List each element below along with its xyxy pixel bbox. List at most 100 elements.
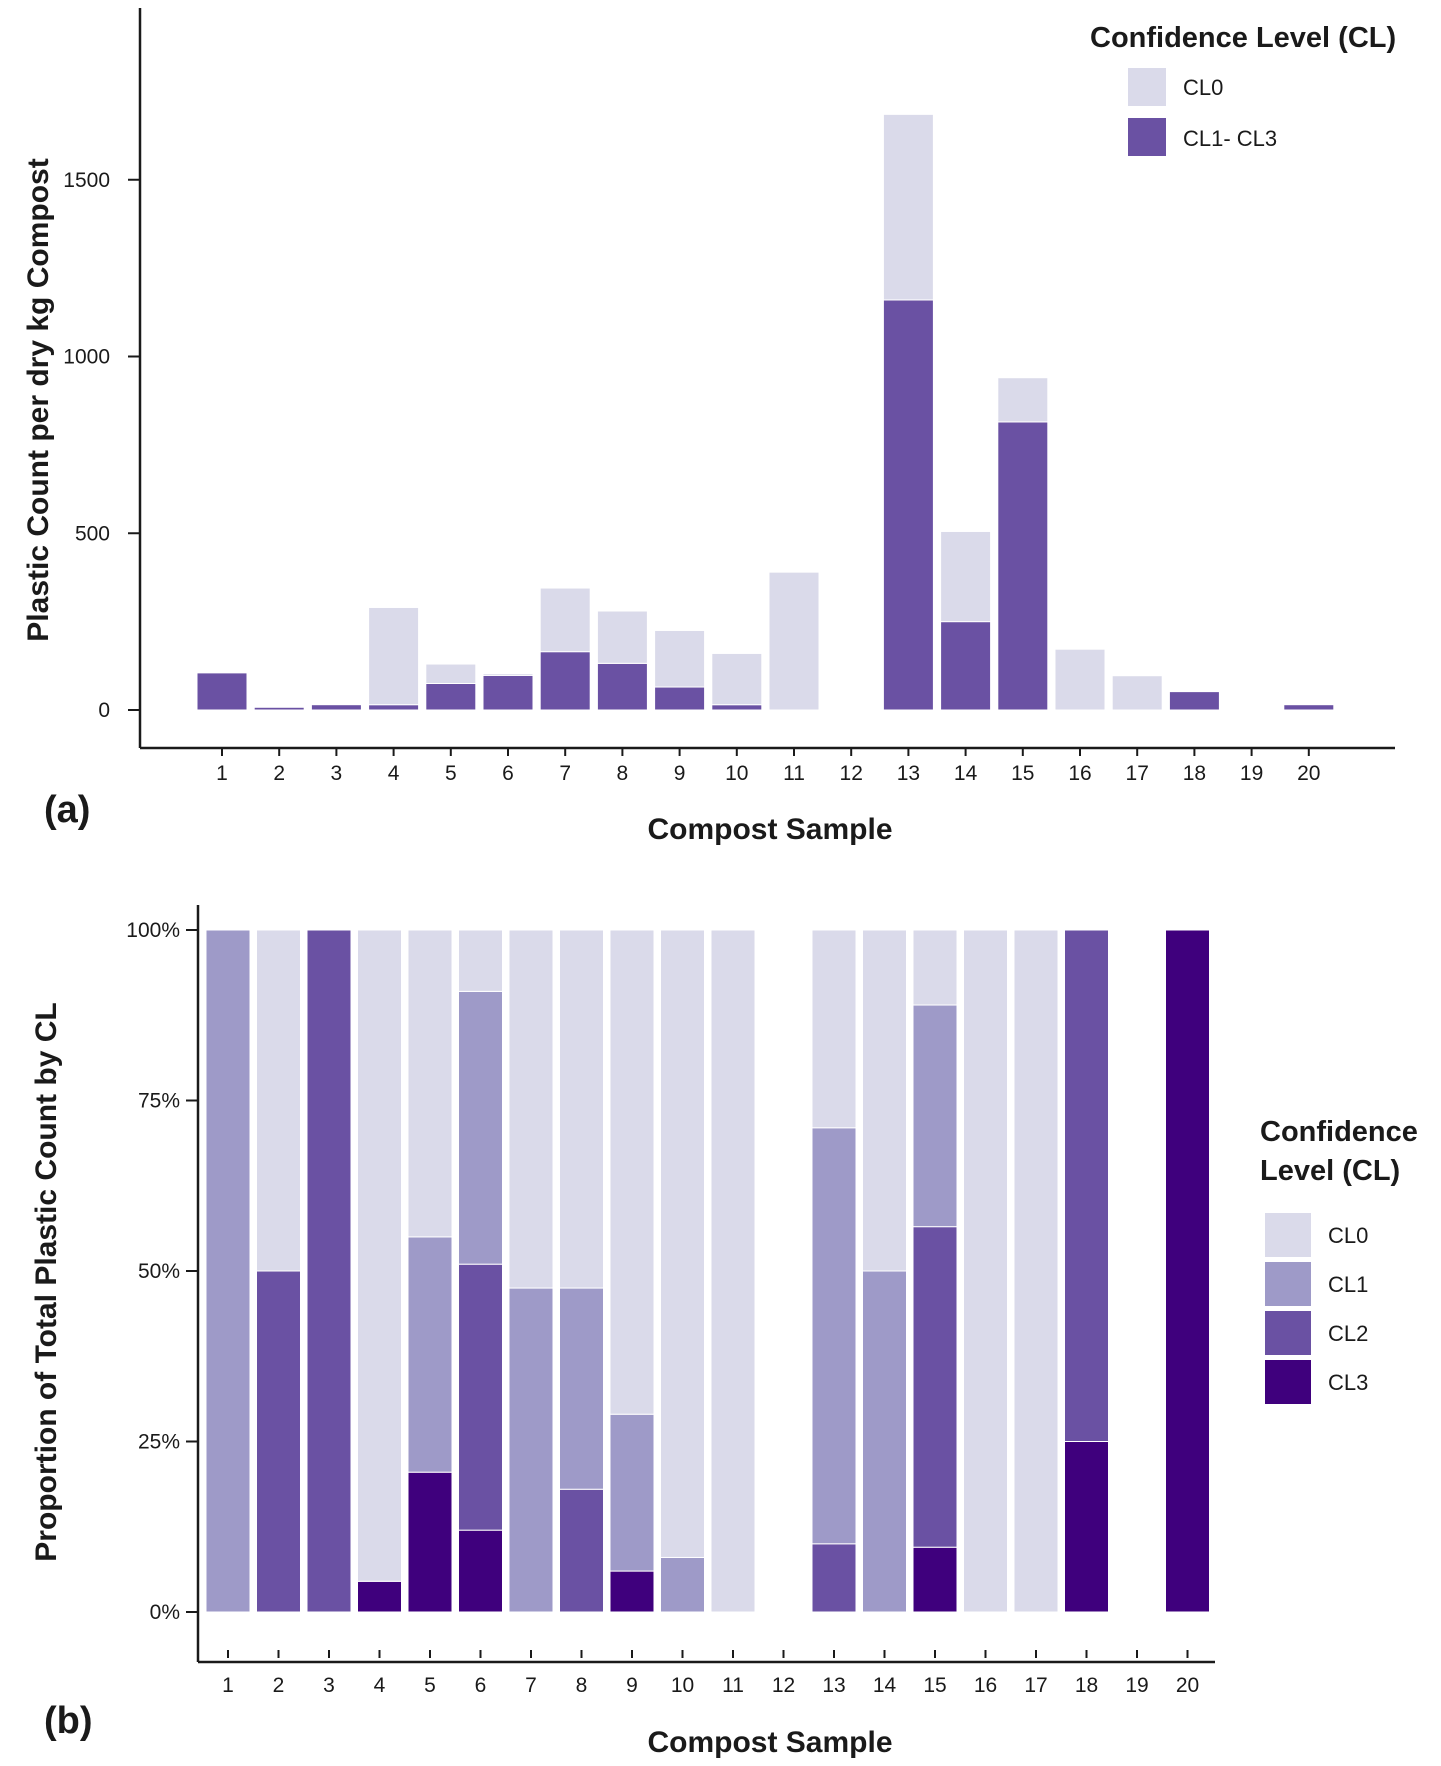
panel-b-bar-sample-8-cl2: [559, 1488, 604, 1613]
panel-b-bar-sample-5-cl0: [407, 929, 453, 1238]
panel-a-x-ticks: 1 2 3 4 5 6 7 8 9 10 11 12 13 14 15 16 17 18 19 20: [216, 748, 1320, 785]
panel-b-x-tick-label: 11: [722, 1674, 744, 1697]
panel-b-bar-sample-5-cl1: [407, 1236, 453, 1473]
panel-b-x-tick-label: 15: [923, 1674, 946, 1697]
panel-b-bar-sample-4-cl3: [357, 1580, 402, 1613]
panel-b-legend: Confidence Level (CL) CL0 CL1 CL2 CL3: [1260, 1116, 1418, 1404]
panel-a-bar-sample-17-cl0: [1111, 675, 1163, 711]
panel-a-bar-sample-5-cl1-cl3: [425, 682, 477, 711]
panel-a-bar-sample-13-cl0: [882, 113, 934, 301]
panel-b-bar-sample-2-cl2: [256, 1270, 301, 1613]
panel-b-legend-swatch-cl1: [1265, 1262, 1311, 1306]
panel-a-bar-sample-4-cl1-cl3: [368, 704, 420, 711]
panel-b-x-tick-label: 19: [1125, 1674, 1148, 1697]
panel-b-bar-sample-18-cl2: [1064, 929, 1109, 1442]
panel-a-bar-sample-14-cl0: [940, 530, 992, 623]
panel-a-x-tick-label: 7: [559, 762, 571, 785]
panel-a-y-ticks: 0 500 1000 1500: [63, 169, 140, 722]
panel-b-bar-sample-10-cl1: [660, 1556, 705, 1613]
panel-b-y-tick-label: 25%: [138, 1431, 180, 1454]
panel-a-bar-sample-15-cl0: [997, 377, 1049, 423]
panel-a-x-tick-label: 12: [840, 762, 863, 785]
panel-a-x-tick-label: 4: [388, 762, 400, 785]
panel-b-bar-sample-2-cl0: [256, 929, 301, 1272]
panel-b-bar-sample-15-cl1: [912, 1004, 958, 1228]
panel-b-x-tick-label: 2: [273, 1674, 285, 1697]
panel-a-bar-sample-6-cl1-cl3: [482, 674, 534, 711]
panel-a-x-tick-label: 10: [725, 762, 748, 785]
panel-a-legend: Confidence Level (CL) CL0 CL1- CL3: [1090, 22, 1396, 156]
panel-b-bar-sample-10-cl0: [660, 929, 705, 1558]
panel-b: 0%25%50%75%100% 1 2 3 4 5 6 7 8 9 10 11 12 13 14 15 16 1…: [30, 905, 1418, 1759]
panel-b-bar-sample-6-cl3: [458, 1529, 503, 1613]
panel-b-x-tick-label: 7: [525, 1674, 537, 1697]
panel-a-legend-label-cl0: CL0: [1183, 75, 1223, 100]
panel-a-bar-sample-11-cl0: [768, 571, 820, 711]
panel-b-x-tick-label: 12: [772, 1674, 795, 1697]
panel-b-legend-title-line-1: Confidence: [1260, 1116, 1418, 1148]
panel-b-legend-swatch-cl3: [1265, 1360, 1311, 1404]
panel-a-x-tick-label: 2: [273, 762, 285, 785]
panel-b-bar-sample-9-cl3: [609, 1570, 655, 1613]
panel-a-x-tick-label: 1: [216, 762, 228, 785]
panel-a-bar-sample-4-cl0: [368, 606, 420, 706]
panel-b-legend-label-cl2: CL2: [1328, 1321, 1368, 1346]
panel-a-x-tick-label: 11: [783, 762, 805, 785]
panel-b-legend-swatch-cl2: [1265, 1311, 1311, 1355]
panel-b-x-tick-label: 6: [475, 1674, 487, 1697]
panel-b-x-tick-label: 5: [424, 1674, 436, 1697]
panel-b-x-tick-label: 4: [374, 1674, 386, 1697]
panel-a-x-tick-label: 15: [1011, 762, 1034, 785]
panel-b-bar-sample-7-cl0: [508, 929, 554, 1289]
panel-a-y-axis-title: Plastic Count per dry kg Compost: [22, 158, 55, 641]
panel-a-bar-sample-6-cl0: [482, 673, 534, 676]
panel-b-x-tick-label: 18: [1075, 1674, 1098, 1697]
panel-b-bar-sample-14-cl0: [862, 929, 907, 1272]
panel-b-y-axis-title: Proportion of Total Plastic Count by CL: [30, 1002, 63, 1561]
panel-a-bar-sample-3-cl1-cl3: [310, 704, 362, 711]
panel-b-bar-sample-7-cl1: [508, 1287, 554, 1613]
panel-a-bar-sample-9-cl1-cl3: [654, 686, 706, 711]
panel-a-bar-sample-8-cl1-cl3: [596, 662, 648, 711]
panel-b-label: (b): [44, 1700, 93, 1742]
panel-b-x-tick-label: 13: [822, 1674, 845, 1697]
panel-b-bar-sample-20-cl3: [1165, 929, 1210, 1613]
panel-a-bar-sample-10-cl0: [711, 652, 763, 706]
panel-b-legend-label-cl1: CL1: [1328, 1272, 1368, 1297]
panel-b-bar-sample-8-cl0: [559, 929, 604, 1289]
panel-a-y-tick-label: 0: [98, 699, 110, 722]
panel-a-x-tick-label: 19: [1240, 762, 1263, 785]
panel-b-bar-sample-16-cl0: [963, 929, 1008, 1613]
panel-b-y-tick-label: 0%: [150, 1601, 180, 1624]
panel-a-bar-sample-7-cl1-cl3: [539, 651, 591, 711]
panel-a-x-axis-title: Compost Sample: [647, 813, 892, 846]
panel-b-legend-swatch-cl0: [1265, 1213, 1311, 1257]
panel-a-y-tick-label: 1500: [63, 169, 110, 192]
panel-a-bar-sample-16-cl0: [1054, 648, 1106, 711]
panel-a-bar-sample-15-cl1-cl3: [997, 421, 1049, 711]
panel-b-bar-sample-6-cl2: [458, 1263, 503, 1531]
panel-b-bar-sample-6-cl0: [458, 929, 503, 992]
panel-b-x-ticks: 1 2 3 4 5 6 7 8 9 10 11 12 13 14 15 16 17 18 19 20: [222, 1650, 1199, 1697]
panel-b-x-tick-label: 8: [576, 1674, 588, 1697]
panel-b-bar-sample-8-cl1: [559, 1287, 604, 1490]
panel-b-bar-sample-17-cl0: [1013, 929, 1059, 1613]
panel-b-x-tick-label: 17: [1024, 1674, 1047, 1697]
panel-a-x-tick-label: 16: [1068, 762, 1091, 785]
panel-a-x-tick-label: 14: [954, 762, 978, 785]
panel-b-bar-sample-13-cl2: [811, 1543, 857, 1613]
panel-b-bar-sample-9-cl1: [609, 1413, 655, 1572]
panel-a-x-tick-label: 5: [445, 762, 457, 785]
panel-a-x-tick-label: 3: [331, 762, 343, 785]
panel-b-x-axis-title: Compost Sample: [647, 1726, 892, 1759]
panel-a-y-tick-label: 1000: [63, 346, 110, 369]
panel-b-bar-sample-14-cl1: [862, 1270, 907, 1613]
panel-a-legend-label-cl1-cl3: CL1- CL3: [1183, 126, 1277, 151]
panel-b-legend-label-cl3: CL3: [1328, 1370, 1368, 1395]
panel-b-x-tick-label: 16: [974, 1674, 997, 1697]
panel-b-bar-sample-15-cl0: [912, 929, 958, 1006]
panel-a-bar-sample-1-cl1-cl3: [196, 672, 248, 711]
panel-a-bar-sample-7-cl0: [539, 587, 591, 653]
panel-b-bar-sample-15-cl2: [912, 1226, 958, 1548]
